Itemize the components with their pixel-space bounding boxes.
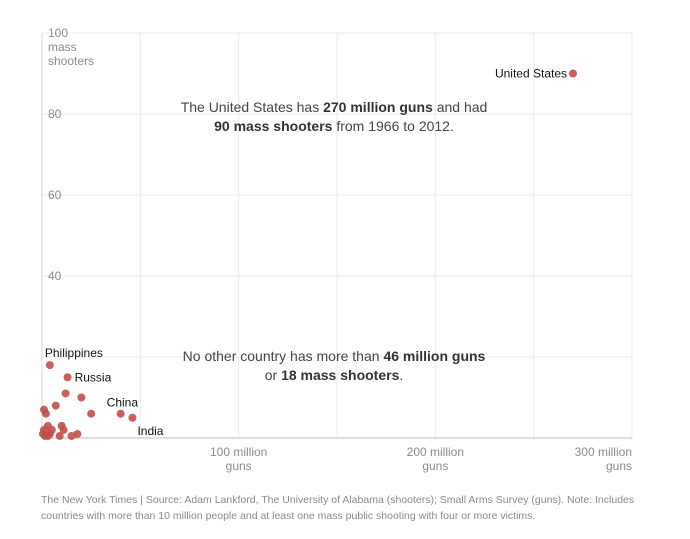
y-tick-label: shooters <box>48 54 94 68</box>
others-annotation-text: or <box>264 367 282 383</box>
others-annotation-text: No other country has more than <box>182 348 384 364</box>
x-tick-label: 200 million <box>407 445 464 459</box>
x-tick-label: guns <box>606 459 632 473</box>
point-label-russia: Russia <box>75 370 112 384</box>
source-note-line: countries with more than 10 million peop… <box>41 510 536 522</box>
gridlines <box>42 32 633 438</box>
us-annotation-text: The United States has <box>180 99 324 115</box>
point-united-states <box>569 69 577 78</box>
others-annotation: No other country has more than 46 millio… <box>150 347 518 385</box>
data-point <box>87 409 96 418</box>
us-annotation: The United States has 270 million guns a… <box>150 98 518 136</box>
x-tick-label: guns <box>422 459 448 473</box>
point-label-india: India <box>137 424 163 438</box>
x-tick-label: 100 million <box>210 445 267 459</box>
y-tick-label: mass <box>48 40 77 54</box>
point-label-china: China <box>107 396 139 410</box>
others-annotation-guns: 46 million guns <box>383 348 486 364</box>
others-annotation-shooters: 18 mass shooters <box>281 367 400 383</box>
data-point <box>51 401 60 410</box>
data-point <box>55 431 64 440</box>
data-points <box>38 69 577 440</box>
data-point <box>61 389 70 398</box>
y-tick-label: 100 <box>48 26 68 40</box>
x-tick-label: 300 million <box>575 445 632 459</box>
point-label-united-states: United States <box>495 67 567 81</box>
point-china <box>116 409 125 418</box>
data-point <box>77 393 86 402</box>
data-point <box>41 409 50 418</box>
data-point <box>43 431 52 440</box>
data-point <box>67 431 76 440</box>
point-labels: United States Philippines Russia China India <box>45 67 567 438</box>
us-annotation-guns: 270 million guns <box>323 99 433 115</box>
point-philippines <box>45 361 54 370</box>
point-label-philippines: Philippines <box>45 346 103 360</box>
us-annotation-shooters: 90 mass shooters <box>214 118 333 134</box>
point-russia <box>63 373 72 382</box>
x-tick-label: guns <box>226 459 252 473</box>
source-note-line: The New York Times | Source: Adam Lankfo… <box>41 494 635 506</box>
y-tick-label: 80 <box>48 107 62 121</box>
axes <box>41 33 632 439</box>
others-annotation-text: . <box>399 367 404 383</box>
y-tick-label: 60 <box>48 188 62 202</box>
us-annotation-text: and had <box>432 99 488 115</box>
y-tick-label: 40 <box>48 269 62 283</box>
point-india <box>128 413 137 422</box>
source-note: The New York Times | Source: Adam Lankfo… <box>41 492 641 524</box>
us-annotation-text: from 1966 to 2012. <box>332 118 454 134</box>
data-point <box>59 425 68 434</box>
